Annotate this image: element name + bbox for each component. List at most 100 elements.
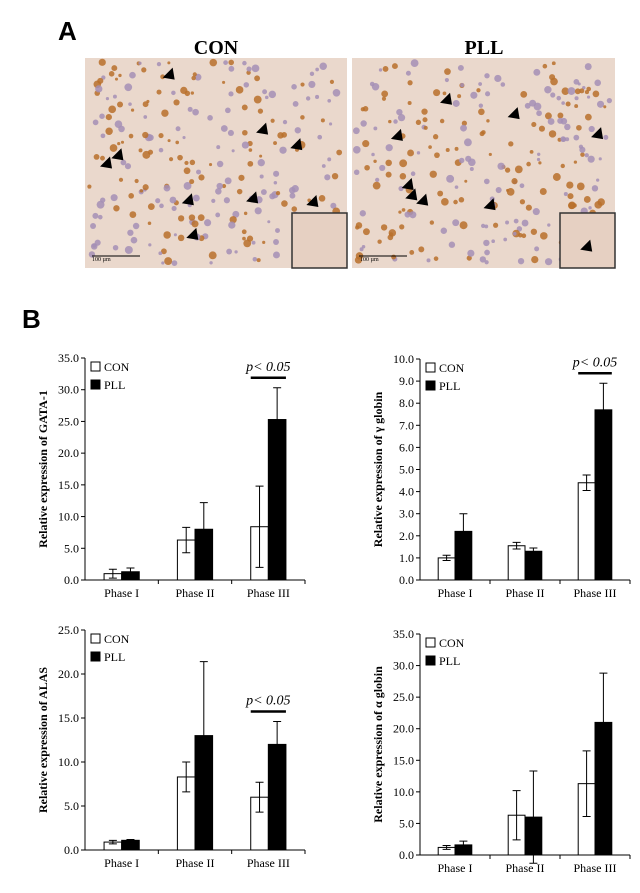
arrowhead — [580, 239, 593, 252]
cell — [148, 243, 152, 247]
cell — [216, 160, 224, 168]
cell — [454, 185, 459, 189]
y-tick-label: 20.0 — [58, 446, 79, 460]
cell — [588, 125, 595, 133]
cell — [127, 229, 134, 236]
cell — [459, 221, 468, 230]
cell — [452, 99, 460, 107]
cell — [282, 119, 288, 125]
cell — [267, 220, 271, 224]
cell — [445, 148, 450, 153]
cell — [433, 89, 441, 97]
cell — [407, 80, 413, 86]
cell — [211, 198, 216, 203]
cell — [506, 188, 515, 196]
cell — [484, 249, 490, 256]
bar — [507, 545, 526, 581]
error-bar — [126, 567, 135, 577]
cell — [228, 59, 235, 66]
cell — [160, 74, 166, 80]
cell — [594, 201, 603, 209]
cell — [177, 154, 183, 161]
cell — [93, 154, 100, 160]
cell — [189, 179, 195, 185]
y-tick-label: 30.0 — [58, 383, 79, 397]
cell — [305, 96, 311, 101]
scale-label: 100 µm — [360, 257, 379, 263]
error-bar — [512, 541, 521, 550]
cell — [560, 163, 565, 169]
legend-label: CON — [439, 636, 465, 650]
cell — [315, 94, 320, 99]
cell — [446, 174, 455, 183]
cell — [469, 167, 474, 171]
cell — [223, 60, 228, 65]
cell — [379, 164, 386, 172]
cell — [491, 239, 496, 244]
y-tick-label: 8.0 — [399, 396, 414, 410]
cell — [97, 214, 103, 220]
cell — [479, 256, 487, 263]
cell — [138, 61, 142, 65]
cell — [92, 119, 99, 126]
error-bar — [255, 781, 264, 813]
cell — [530, 228, 538, 235]
cell — [226, 248, 233, 255]
cell — [565, 137, 570, 142]
cell — [484, 260, 489, 265]
cell — [270, 118, 275, 123]
cell — [315, 67, 319, 72]
y-axis-label: Relative expression of GATA-1 — [36, 390, 50, 548]
arrowhead — [401, 178, 414, 191]
cell — [378, 68, 383, 72]
arrowhead — [256, 122, 269, 135]
cell — [415, 119, 422, 125]
cell — [486, 119, 490, 123]
y-tick-label: 25.0 — [58, 623, 79, 637]
legend-swatch — [425, 380, 436, 391]
cell — [584, 63, 592, 71]
legend-label: PLL — [104, 378, 125, 392]
cell — [566, 181, 574, 189]
cell — [112, 244, 119, 251]
cell — [327, 98, 332, 103]
cell — [380, 224, 388, 231]
cell — [561, 101, 565, 105]
cell — [105, 127, 113, 135]
cell — [221, 183, 227, 189]
cell — [222, 80, 226, 84]
y-tick-label: 20.0 — [58, 667, 79, 681]
y-tick-label: 4.0 — [399, 485, 414, 499]
cell — [397, 114, 406, 122]
cell — [362, 228, 370, 236]
cell — [117, 101, 124, 108]
cell — [275, 190, 281, 196]
cell — [294, 127, 302, 134]
x-tick-label: Phase III — [574, 861, 617, 875]
cell — [171, 260, 178, 267]
cell — [448, 241, 456, 248]
cell — [531, 255, 539, 264]
cell — [533, 68, 541, 76]
cell — [308, 80, 316, 88]
cell — [208, 251, 217, 260]
cell — [98, 58, 106, 66]
arrowhead — [306, 195, 319, 208]
y-tick-label: 10.0 — [393, 785, 414, 799]
cell — [161, 261, 165, 265]
cell — [461, 120, 467, 126]
error-bar — [459, 513, 468, 550]
cell — [488, 152, 492, 157]
cell — [399, 224, 405, 230]
y-tick-label: 5.0 — [399, 463, 414, 477]
cell — [434, 152, 440, 159]
cell — [92, 212, 99, 219]
cell — [264, 95, 269, 100]
cell — [547, 223, 551, 227]
cell — [167, 139, 171, 143]
cell — [147, 203, 155, 211]
cell — [444, 77, 449, 83]
cell — [500, 82, 506, 87]
cell — [183, 167, 191, 175]
cell — [382, 66, 389, 72]
